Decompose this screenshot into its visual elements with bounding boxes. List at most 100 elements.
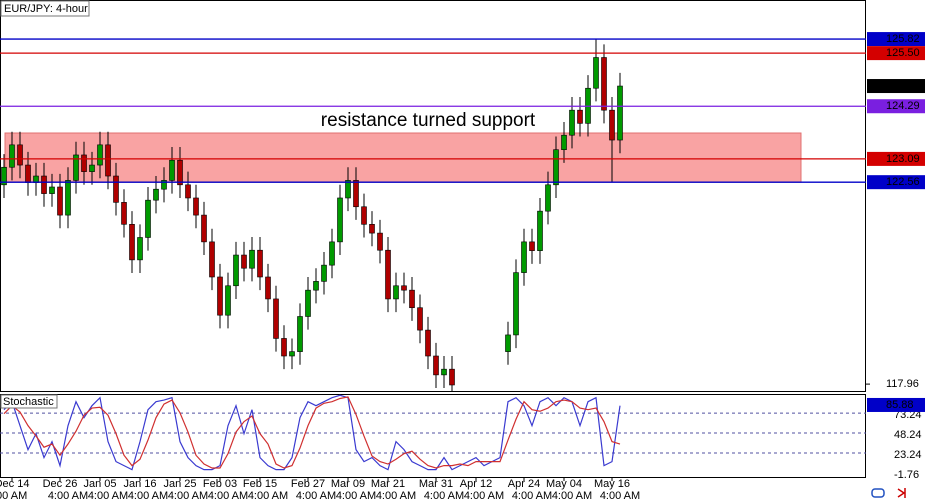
chart-title: EUR/JPY: 4-hour	[4, 3, 88, 15]
candle-body	[569, 109, 575, 136]
x-time-label: 4:00 AM	[296, 490, 336, 502]
candle-body	[121, 202, 127, 225]
x-time-label: 4:00 AM	[208, 490, 248, 502]
price-tag-label: 124.75	[886, 80, 920, 92]
price-tag-label: 122.56	[886, 176, 920, 188]
candle-body	[41, 175, 47, 194]
candle-body	[185, 184, 191, 199]
candle-body	[73, 154, 79, 181]
x-tick-label: Mar 21	[371, 478, 405, 490]
stoch-tick-label: 48.24	[894, 429, 922, 441]
x-tick-label: Dec 26	[43, 478, 78, 490]
x-time-label: 4:00 AM	[424, 490, 464, 502]
candle-body	[289, 351, 295, 357]
price-tag	[867, 397, 925, 412]
candle-body	[545, 184, 551, 212]
x-time-label: 12:00 AM	[0, 490, 27, 502]
candle-body	[609, 109, 615, 141]
candle-body	[193, 197, 199, 216]
candle-body	[433, 355, 439, 376]
icon[interactable]	[897, 488, 906, 498]
price-tag	[867, 99, 925, 114]
candle-body	[553, 149, 559, 186]
candle-body	[1, 166, 7, 186]
candle-body	[249, 249, 255, 269]
candle-body	[233, 254, 239, 287]
candle-body	[513, 272, 519, 336]
candle-body	[217, 276, 223, 316]
price-tag-label: 85.88	[886, 399, 914, 411]
candle-body	[601, 57, 607, 111]
x-tick-label: Dec 14	[0, 478, 29, 490]
candle-body	[257, 249, 263, 278]
candle-body	[401, 285, 407, 291]
main-panel	[0, 0, 866, 392]
candle-body	[273, 298, 279, 339]
annotation: resistance turned support	[321, 110, 536, 131]
candle-body	[521, 241, 527, 273]
candle-body	[425, 329, 431, 357]
candle-body	[593, 57, 599, 89]
candle-body	[177, 159, 183, 186]
x-time-label: 4:00 AM	[48, 490, 88, 502]
candle-body	[417, 307, 423, 331]
candle-body	[369, 224, 375, 234]
candle-body	[297, 316, 303, 352]
footer-icons[interactable]	[871, 488, 906, 498]
candle-body	[361, 206, 367, 225]
x-time-label: 4:00 AM	[168, 490, 208, 502]
candle-body	[449, 368, 455, 386]
candle-body	[137, 237, 143, 261]
x-tick-label: Mar 09	[331, 478, 365, 490]
candle-body	[65, 180, 71, 216]
stoch-tick-label: 73.24	[894, 409, 922, 421]
x-time-label: 4:00 AM	[336, 490, 376, 502]
price-tag	[867, 46, 925, 61]
candle-body	[441, 368, 447, 376]
candle-body	[169, 159, 175, 181]
candle-body	[209, 241, 215, 278]
x-tick-label: Feb 27	[291, 478, 325, 490]
candle-body	[129, 224, 135, 261]
candle-body	[49, 186, 55, 194]
stoch-tick-label: 23.24	[894, 449, 922, 461]
price-tag	[867, 32, 925, 47]
icon[interactable]	[871, 488, 885, 498]
price-tag-label: 125.50	[886, 47, 920, 59]
x-time-label: 4:00 AM	[600, 490, 640, 502]
price-tag-label: 125.82	[886, 33, 920, 45]
candle-body	[161, 180, 167, 190]
stoch-line	[3, 396, 621, 469]
candle-body	[409, 289, 415, 309]
candle-body	[393, 285, 399, 300]
x-time-label: 4:00 AM	[464, 490, 504, 502]
plot-layer: 117.96 125.82 125.50 124.29 123.09 122.56 124.…	[0, 32, 925, 502]
candle-body	[113, 175, 119, 203]
candle-body	[377, 232, 383, 251]
price-tag	[867, 151, 925, 166]
x-time-label: 4:00 AM	[88, 490, 128, 502]
candle-body	[305, 289, 311, 317]
x-time-label: 4:00 AM	[128, 490, 168, 502]
x-tick-label: Mar 31	[419, 478, 453, 490]
candle-body	[153, 188, 159, 201]
candle-body	[97, 144, 103, 166]
candle-body	[17, 144, 23, 166]
candle-body	[345, 180, 351, 199]
stoch-title: Stochastic	[3, 396, 54, 408]
price-tag-label: 124.29	[886, 100, 920, 112]
price-tag	[867, 79, 925, 94]
candle-body	[313, 281, 319, 291]
x-tick-label: Feb 03	[203, 478, 237, 490]
x-tick-label: Jan 16	[123, 478, 156, 490]
price-tag	[867, 175, 925, 190]
candle-body	[337, 197, 343, 243]
candle-body	[145, 199, 151, 238]
candle-body	[329, 241, 335, 266]
x-tick-label: Jan 25	[163, 478, 196, 490]
support-zone	[4, 132, 802, 183]
x-tick-label: Feb 15	[243, 478, 277, 490]
candle-body	[561, 134, 567, 150]
